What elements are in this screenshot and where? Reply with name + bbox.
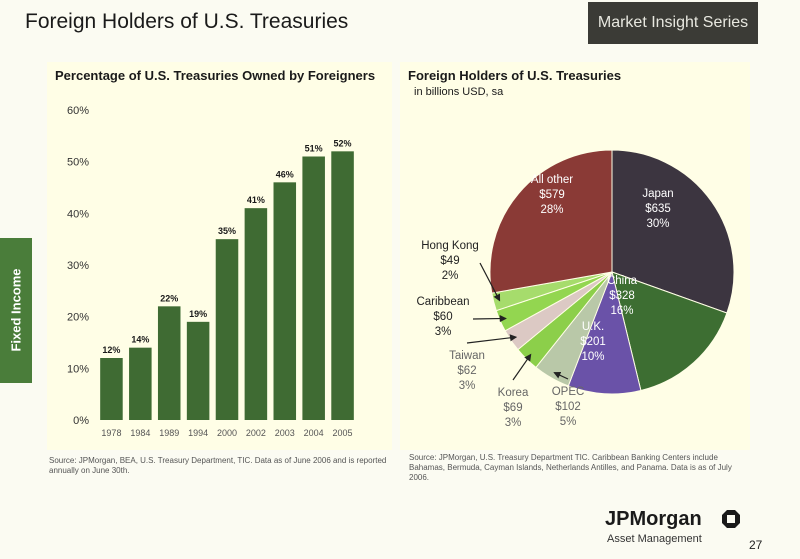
bar-value-label: 52%	[334, 138, 352, 148]
jpmorgan-logo: JPMorgan	[605, 508, 702, 530]
pie-outer-label: 5%	[560, 416, 577, 428]
pie-outer-label: Caribbean	[416, 296, 469, 308]
pie-inner-label: Japan	[642, 188, 673, 200]
bar	[186, 321, 210, 420]
x-tick-label: 2000	[217, 428, 237, 438]
bar-value-label: 14%	[131, 335, 149, 345]
bar-value-label: 46%	[276, 169, 294, 179]
pie-chart-panel: Foreign Holders of U.S. Treasuries in bi…	[400, 62, 750, 450]
pie-slice	[611, 271, 728, 392]
pie-outer-label: 2%	[442, 270, 459, 282]
x-tick-label: 1978	[101, 428, 121, 438]
bar	[273, 182, 297, 420]
page-title: Foreign Holders of U.S. Treasuries	[25, 10, 349, 33]
bar	[215, 239, 239, 420]
pie-slice	[567, 270, 642, 395]
pie-outer-label: $69	[503, 402, 522, 414]
pie-outer-label: Korea	[498, 387, 529, 399]
bar-chart-panel: Percentage of U.S. Treasuries Owned by F…	[47, 62, 392, 450]
bar-value-label: 19%	[189, 309, 207, 319]
x-tick-label: 1994	[188, 428, 208, 438]
pie-inner-label: $201	[580, 336, 606, 348]
bar	[244, 208, 268, 420]
pie-leader-arrow	[479, 262, 501, 302]
pie-inner-label: 16%	[610, 305, 633, 317]
y-tick-label: 60%	[67, 105, 89, 117]
bar	[157, 306, 181, 420]
pie-outer-label: Hong Kong	[421, 240, 479, 252]
pie-outer-label: 3%	[505, 417, 522, 429]
bar-chart-title: Percentage of U.S. Treasuries Owned by F…	[55, 68, 376, 83]
pie-inner-label: 10%	[581, 351, 604, 363]
x-tick-label: 2002	[246, 428, 266, 438]
bar-chart: 0% 10% 20% 30% 40% 50% 60% 12% 1978 14% 1984 22% 198…	[67, 105, 354, 438]
pie-leader-arrow	[466, 334, 518, 344]
page-number: 27	[749, 538, 763, 552]
jpmorgan-octagon-icon	[722, 510, 740, 528]
pie-chart-title: Foreign Holders of U.S. Treasuries	[408, 68, 622, 83]
x-tick-label: 2005	[333, 428, 353, 438]
pie-leader-arrow	[472, 314, 507, 323]
x-tick-label: 2004	[304, 428, 324, 438]
pie-inner-label: All other	[531, 174, 573, 186]
pie-inner-label: China	[607, 275, 638, 287]
pie-outer-label: 3%	[435, 326, 452, 338]
pie-outer-label: $60	[433, 311, 452, 323]
pie-chart-source-note: Source: JPMorgan, U.S. Treasury Departme…	[409, 453, 732, 482]
pie-inner-label: $579	[539, 189, 565, 201]
bar-value-label: 22%	[160, 293, 178, 303]
pie-outer-label: Taiwan	[449, 350, 485, 362]
y-tick-label: 50%	[67, 157, 89, 169]
bar-chart-source-note: Source: JPMorgan, BEA, U.S. Treasury Dep…	[49, 456, 387, 475]
y-tick-label: 30%	[67, 260, 89, 272]
y-tick-label: 0%	[73, 415, 89, 427]
bar-value-label: 12%	[102, 345, 120, 355]
pie-leader-arrow	[512, 353, 532, 381]
pie-chart: Japan $635 30% China $328 16% U.K. $201 10% OPEC $…	[416, 149, 735, 429]
pie-inner-label: U.K.	[582, 321, 604, 333]
bar-value-label: 41%	[247, 195, 265, 205]
brand-subtitle: Asset Management	[607, 533, 702, 545]
bar	[302, 156, 325, 420]
side-tab-label: Fixed Income	[8, 268, 24, 352]
x-tick-label: 2003	[275, 428, 295, 438]
pie-inner-label: $328	[609, 290, 635, 302]
pie-outer-label: $102	[555, 401, 581, 413]
y-tick-label: 40%	[67, 208, 89, 220]
side-tab: Fixed Income	[0, 238, 32, 383]
bar-value-label: 35%	[218, 226, 236, 236]
bar	[129, 347, 152, 420]
pie-outer-label: OPEC	[552, 386, 585, 398]
pie-outer-label: $62	[457, 365, 476, 377]
pie-inner-label: 28%	[540, 204, 563, 216]
bar	[331, 151, 354, 420]
x-tick-label: 1989	[159, 428, 179, 438]
pie-slice	[611, 149, 735, 314]
pie-inner-label: $635	[645, 203, 671, 215]
y-tick-label: 20%	[67, 312, 89, 324]
y-tick-label: 10%	[67, 363, 89, 375]
pie-chart-subtitle: in billions USD, sa	[414, 86, 504, 98]
pie-outer-label: $49	[440, 255, 459, 267]
pie-outer-label: 3%	[459, 380, 476, 392]
pie-leader-arrow	[553, 371, 569, 380]
pie-inner-label: 30%	[646, 218, 669, 230]
x-tick-label: 1984	[130, 428, 150, 438]
series-badge: Market Insight Series	[588, 2, 758, 44]
pie-slice	[489, 149, 613, 294]
bar	[100, 358, 123, 420]
bar-value-label: 51%	[305, 144, 323, 154]
